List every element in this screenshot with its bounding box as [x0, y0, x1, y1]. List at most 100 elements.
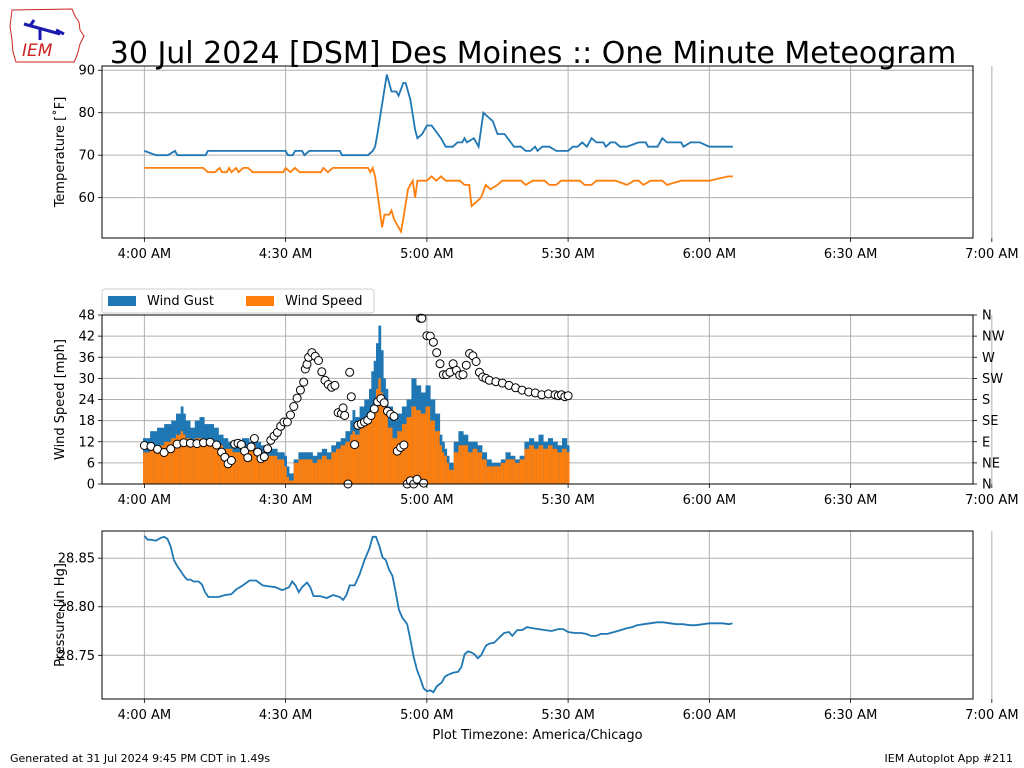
- wind-speed-bar: [314, 462, 318, 484]
- wind-speed-bar: [220, 445, 224, 484]
- footer-generated-text: Generated at 31 Jul 2024 9:45 PM CDT in …: [10, 752, 270, 765]
- x-tick-label: 4:00 AM: [118, 247, 171, 262]
- wind-speed-bar: [234, 452, 238, 484]
- x-tick-label: 6:00 AM: [683, 708, 736, 723]
- y-tick-label: 36: [78, 351, 95, 366]
- wind-speed-bar: [380, 392, 384, 484]
- wind-speed-bar: [194, 438, 198, 484]
- wind-speed-bar: [545, 448, 549, 484]
- legend-label-gust: Wind Gust: [147, 294, 214, 309]
- wind-direction-marker: [435, 359, 445, 369]
- wind-speed-bar: [369, 413, 372, 484]
- wind-speed-bar: [173, 438, 177, 484]
- wind-direction-marker: [289, 402, 299, 411]
- wind-speed-bar: [383, 406, 386, 484]
- wind-speed-bar: [216, 441, 219, 485]
- chart-title: 30 Jul 2024 [DSM] Des Moines :: One Minu…: [110, 36, 957, 71]
- wind-direction-marker: [458, 370, 468, 380]
- wind-speed-bar: [248, 448, 252, 484]
- wind-speed-bar: [168, 441, 172, 485]
- wind-speed-bar: [479, 452, 483, 484]
- wind-speed-bar: [432, 420, 436, 484]
- wind-speed-bar: [371, 406, 375, 484]
- wind-speed-bar: [510, 459, 513, 484]
- wind-speed-bar: [507, 459, 511, 484]
- y-tick-label: 12: [78, 435, 95, 450]
- wind-speed-bar: [183, 434, 186, 484]
- wind-speed-bar: [147, 452, 151, 484]
- wind-speed-bar: [467, 452, 471, 484]
- x-tick-label: 5:30 AM: [541, 708, 594, 723]
- wind-direction-marker: [432, 348, 442, 358]
- y-tick-label: 18: [78, 414, 95, 429]
- x-tick-label: 4:30 AM: [259, 247, 312, 262]
- wind-speed-bar: [359, 427, 363, 484]
- wind-speed-bar: [482, 459, 485, 484]
- wind-direction-marker: [379, 398, 389, 408]
- wind-speed-bar: [291, 480, 295, 484]
- wind-speed-bar: [279, 459, 283, 484]
- wind-speed-bar: [442, 452, 445, 484]
- wind-speed-bar: [317, 459, 320, 484]
- wind-speed-bar: [251, 448, 255, 484]
- wind-speed-bar: [178, 434, 182, 484]
- wind-speed-bar: [449, 469, 452, 484]
- wind-direction-marker: [259, 452, 269, 462]
- wind-legend: Wind Gust Wind Speed: [101, 288, 375, 314]
- wind-speed-bar: [267, 455, 271, 484]
- y2-tick-label: S: [982, 393, 990, 408]
- x-tick-label: 6:30 AM: [824, 247, 877, 262]
- wind-speed-bar: [458, 445, 462, 484]
- wind-speed-bar: [288, 480, 292, 484]
- wind-speed-bar: [187, 438, 191, 484]
- wind-direction-marker: [345, 367, 355, 377]
- wind-speed-bar: [378, 378, 382, 484]
- footer-app-text: IEM Autoplot App #211: [885, 752, 1014, 765]
- legend-label-speed: Wind Speed: [285, 294, 363, 309]
- wind-speed-bar: [550, 445, 553, 484]
- x-tick-label: 7:00 AM: [965, 493, 1018, 508]
- wind-speed-bar: [555, 448, 558, 484]
- wind-direction-marker: [159, 448, 169, 457]
- wind-speed-bar: [444, 455, 448, 484]
- wind-direction-marker: [299, 377, 309, 387]
- wind-speed-bar: [159, 445, 163, 484]
- wind-speed-bar: [404, 424, 408, 484]
- wind-speed-bar: [345, 441, 349, 485]
- temperature-line: [144, 74, 733, 157]
- axes-frame: [101, 314, 974, 485]
- wind-direction-marker: [243, 453, 253, 463]
- y-tick-label: 0: [87, 478, 95, 493]
- wind-speed-bar: [416, 410, 419, 484]
- wind-speed-bar: [427, 406, 431, 484]
- wind-speed-bar: [411, 406, 415, 484]
- wind-speed-bar: [157, 445, 160, 484]
- wind-direction-marker: [212, 440, 222, 450]
- wind-speed-bar: [519, 459, 523, 484]
- y2-tick-label: SW: [982, 372, 1003, 387]
- legend-frame: [101, 288, 375, 314]
- wind-speed-bar: [517, 462, 521, 484]
- wind-speed-bar: [376, 388, 379, 484]
- wind-direction-marker: [292, 393, 302, 403]
- wind-speed-bar: [239, 452, 243, 484]
- wind-direction-marker: [461, 360, 471, 370]
- wind-speed-bar: [303, 459, 306, 484]
- y2-tick-label: SE: [982, 414, 998, 429]
- wind-speed-bar: [286, 477, 290, 484]
- wind-speed-bar: [564, 448, 568, 484]
- wind-direction-marker: [369, 404, 379, 414]
- wind-direction-marker: [286, 410, 295, 420]
- wind-speed-bar: [566, 452, 570, 484]
- wind-speed-bar: [406, 417, 410, 484]
- wind-speed-bar: [409, 417, 412, 484]
- wind-direction-marker: [346, 392, 356, 402]
- y-tick-label: 30: [78, 372, 95, 387]
- y-axis-label: Temperature [˚F]: [52, 97, 68, 209]
- wind-direction-marker: [563, 391, 573, 401]
- wind-speed-bar: [232, 452, 236, 484]
- wind-speed-bar: [538, 445, 542, 484]
- wind-speed-bar: [293, 462, 297, 484]
